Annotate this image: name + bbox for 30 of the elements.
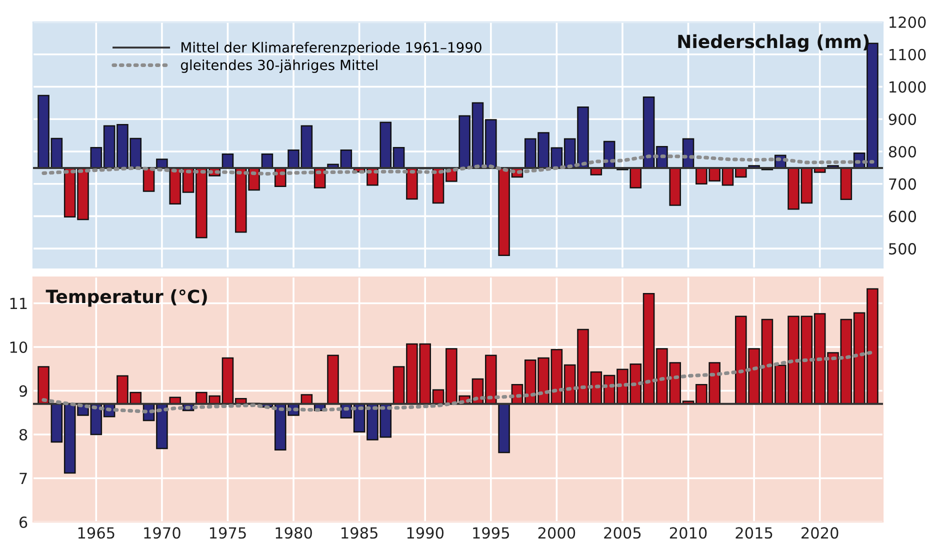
x-tick-label: 1995	[473, 527, 509, 539]
y-tick-label: 7	[20, 472, 27, 484]
y-tick-label: 700	[889, 178, 916, 190]
y-tick-label: 500	[889, 243, 916, 255]
y-tick-label: 6	[19, 516, 28, 528]
text: Temperatur (°C)	[46, 289, 207, 307]
y-tick-label: 8	[19, 428, 28, 441]
x-tick-label: 1975	[210, 527, 246, 539]
y-tick-label: 1200	[890, 16, 926, 28]
y-tick-label: 800	[888, 146, 916, 158]
y-tick-label: 10	[10, 341, 28, 354]
x-tick-label: 1990	[407, 527, 444, 539]
y-tick-label: 900	[888, 114, 916, 126]
text: Niederschlag (mm)	[678, 34, 869, 52]
y-tick-label: 1100	[890, 48, 926, 60]
x-tick-label: 1985	[342, 527, 378, 539]
y-tick-label: 1000	[890, 81, 926, 93]
x-tick-label: 2020	[802, 527, 838, 539]
x-tick-label: 2010	[670, 527, 707, 539]
legend-label: gleitendes 30-jähriges Mittel	[180, 59, 378, 73]
x-tick-label: 1965	[78, 527, 114, 539]
x-tick-label: 2000	[538, 527, 576, 539]
legend-label: Mittel der Klimareferenzperiode 1961–1990	[182, 42, 482, 56]
x-tick-label: 1970	[144, 527, 180, 539]
y-tick-label: 9	[19, 385, 28, 397]
y-tick-label: 11	[10, 298, 27, 310]
x-tick-label: 2005	[604, 527, 641, 539]
x-tick-label: 2015	[736, 527, 772, 539]
x-tick-label: 1980	[276, 527, 312, 539]
y-tick-label: 600	[888, 210, 916, 222]
